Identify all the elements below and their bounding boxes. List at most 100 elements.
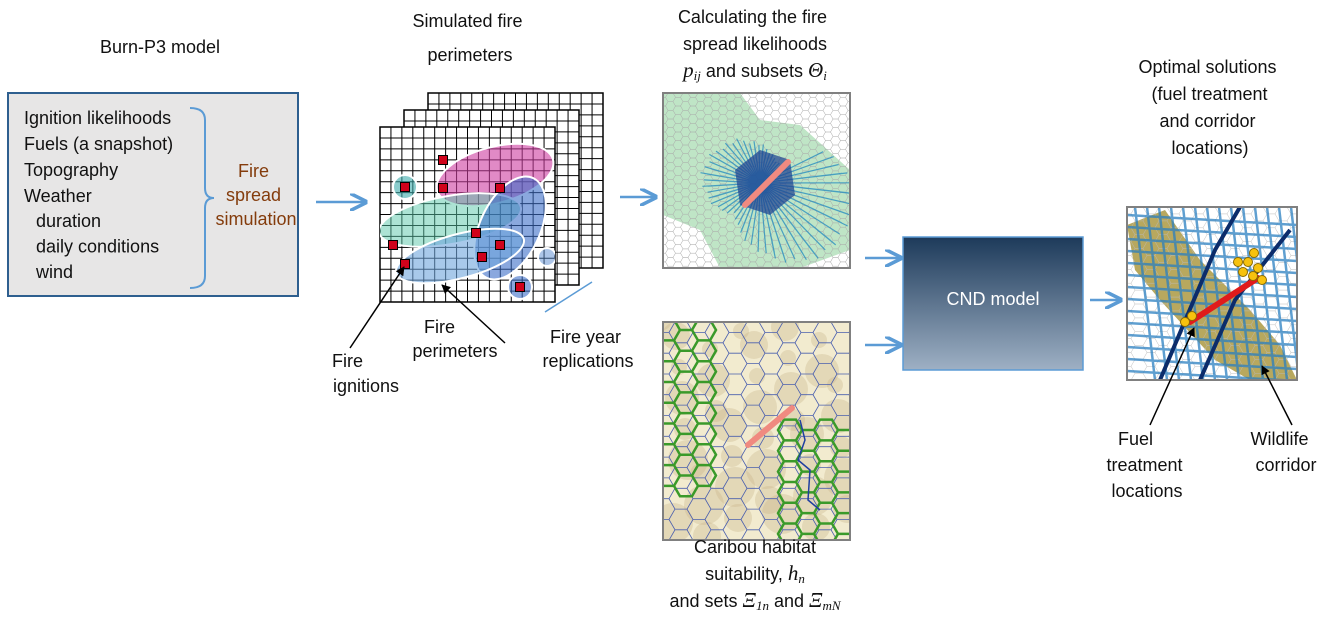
treatment-point bbox=[1249, 248, 1259, 258]
burn-title: Burn-P3 model bbox=[100, 37, 220, 57]
ignitions-label: Fire ignitions bbox=[332, 351, 399, 396]
process-line: Fire bbox=[238, 161, 269, 181]
treatment-point bbox=[1243, 257, 1253, 267]
brace bbox=[189, 107, 215, 289]
green-hexes bbox=[663, 322, 850, 540]
cnd-box bbox=[902, 236, 1084, 371]
treatment-point bbox=[1253, 263, 1263, 273]
title-line: (fuel treatment bbox=[1151, 84, 1267, 104]
terrain-patch bbox=[827, 377, 843, 393]
ignition bbox=[400, 259, 410, 269]
title-line: Caribou habitat bbox=[694, 537, 816, 557]
map-frame bbox=[1126, 206, 1298, 381]
treatment-point bbox=[1238, 267, 1248, 277]
input-box bbox=[7, 92, 299, 297]
subscript: n bbox=[798, 571, 805, 586]
title-line: suitability, bbox=[705, 564, 783, 584]
symbol: p bbox=[681, 58, 694, 82]
terrain-patch bbox=[740, 331, 768, 359]
habitat-map bbox=[663, 322, 850, 540]
label-line: ignitions bbox=[333, 376, 399, 396]
pointer-arrow bbox=[349, 266, 405, 349]
input-item: Topography bbox=[24, 160, 118, 180]
terrain-patch bbox=[793, 476, 833, 516]
title-line: spread likelihoods bbox=[683, 34, 827, 54]
terrain-patch bbox=[833, 495, 850, 523]
pointer-arrow bbox=[1261, 365, 1293, 426]
terrain-patch bbox=[712, 408, 746, 442]
title-line: locations) bbox=[1171, 138, 1248, 158]
ignition bbox=[495, 183, 505, 193]
terrain-patch bbox=[715, 467, 755, 507]
terrain-patch bbox=[733, 323, 749, 339]
treatment-point bbox=[1248, 271, 1258, 281]
label-line: perimeters bbox=[412, 341, 497, 361]
corridor-line bbox=[1187, 275, 1261, 325]
cnd-label: CND model bbox=[946, 289, 1039, 309]
terrain-patch bbox=[665, 381, 699, 415]
label-line: corridor bbox=[1255, 455, 1316, 475]
symbol: Ξ bbox=[743, 588, 757, 612]
terrain-patch bbox=[811, 332, 827, 348]
habitat-title: Caribou habitat bbox=[694, 537, 816, 557]
label-line: Fire year bbox=[550, 327, 621, 347]
spread-title: Calculating the fire spread likelihoods bbox=[678, 7, 832, 54]
terrain-patch bbox=[746, 449, 786, 489]
corridor-line bbox=[742, 159, 791, 208]
replications-label: Fire year replications bbox=[542, 327, 633, 371]
ignition bbox=[438, 155, 448, 165]
ignition-points bbox=[388, 155, 525, 292]
fuel-label: Fuel treatment locations bbox=[1106, 429, 1187, 501]
terrain-patch bbox=[724, 504, 752, 532]
subscript: mN bbox=[822, 598, 841, 613]
treatment-point bbox=[1187, 311, 1197, 321]
ignition bbox=[471, 228, 481, 238]
process-line: simulation bbox=[215, 209, 296, 229]
pointer-arrow bbox=[1149, 327, 1195, 426]
label-line: Fire bbox=[332, 351, 363, 371]
process-label: Fire spread simulation bbox=[215, 161, 296, 229]
treatment-point bbox=[1257, 275, 1267, 285]
fire-perimeters bbox=[380, 142, 555, 300]
formula-text: and subsets bbox=[706, 61, 803, 81]
terrain-patch bbox=[693, 522, 721, 540]
label-line: treatment bbox=[1106, 455, 1182, 475]
simulation-title: Simulated fire perimeters bbox=[412, 11, 527, 65]
fire-network-dark bbox=[1158, 207, 1292, 380]
label-line: replications bbox=[542, 351, 633, 371]
spread-formula: pij and subsets Θi bbox=[681, 58, 827, 86]
subscript: ij bbox=[694, 68, 702, 83]
formula-text: and bbox=[774, 591, 804, 611]
terrain-patch bbox=[696, 363, 730, 397]
terrain-patch bbox=[663, 322, 671, 330]
perimeters-label: Fire perimeters bbox=[412, 317, 497, 361]
formula-text: and sets bbox=[669, 591, 737, 611]
terrain-patch bbox=[752, 427, 774, 449]
subscript: i bbox=[823, 68, 827, 83]
perimeter bbox=[537, 247, 555, 267]
terrain-patch bbox=[805, 354, 839, 388]
terrain-patch bbox=[749, 368, 765, 384]
treatment-point bbox=[1233, 257, 1243, 267]
input-list: Ignition likelihoods Fuels (a snapshot) To… bbox=[24, 108, 173, 282]
symbol: Θ bbox=[808, 58, 823, 82]
process-line: spread bbox=[226, 185, 281, 205]
title-line: and corridor bbox=[1159, 111, 1255, 131]
map-frame bbox=[662, 321, 851, 541]
stream bbox=[797, 419, 821, 511]
ignition bbox=[388, 240, 398, 250]
habitat-line-2: suitability, hn bbox=[705, 561, 805, 586]
hex-grid bbox=[663, 322, 850, 540]
label-line: Fire bbox=[424, 317, 455, 337]
weather-item: wind bbox=[35, 262, 73, 282]
label-line: Wildlife bbox=[1250, 429, 1308, 449]
terrain-patch bbox=[663, 503, 693, 540]
input-item: Ignition likelihoods bbox=[24, 108, 171, 128]
title-line: perimeters bbox=[427, 45, 512, 65]
title-line: Calculating the fire bbox=[678, 7, 827, 27]
pointer-arrow bbox=[441, 284, 506, 344]
terrain-patch bbox=[780, 350, 796, 366]
ignition bbox=[400, 182, 410, 192]
solution-map bbox=[1127, 207, 1297, 380]
